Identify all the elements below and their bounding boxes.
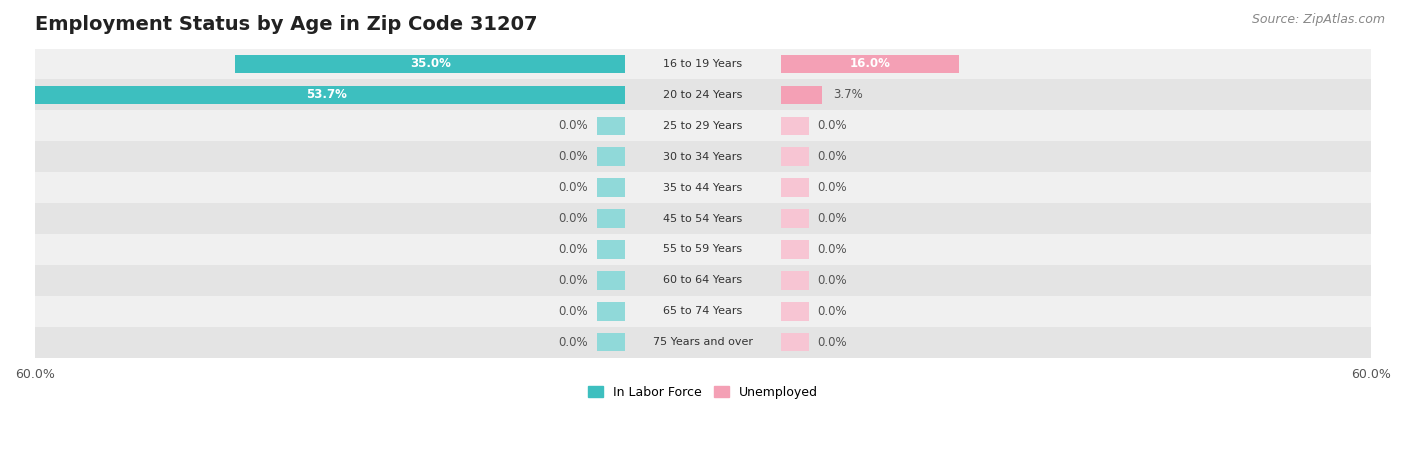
Bar xyxy=(780,148,808,166)
Bar xyxy=(235,55,626,73)
Text: 3.7%: 3.7% xyxy=(834,88,863,101)
Bar xyxy=(780,117,808,135)
Text: 16.0%: 16.0% xyxy=(849,58,890,71)
Text: 45 to 54 Years: 45 to 54 Years xyxy=(664,214,742,224)
Bar xyxy=(35,49,1371,80)
Text: 16 to 19 Years: 16 to 19 Years xyxy=(664,59,742,69)
Legend: In Labor Force, Unemployed: In Labor Force, Unemployed xyxy=(583,381,823,404)
Text: 55 to 59 Years: 55 to 59 Years xyxy=(664,244,742,254)
Bar xyxy=(780,302,808,320)
Text: 0.0%: 0.0% xyxy=(818,305,848,318)
Text: 0.0%: 0.0% xyxy=(818,336,848,349)
Bar xyxy=(27,86,626,104)
Text: 0.0%: 0.0% xyxy=(558,274,588,287)
Bar xyxy=(35,234,1371,265)
Bar xyxy=(598,271,626,290)
Text: 75 Years and over: 75 Years and over xyxy=(652,337,754,347)
Text: 0.0%: 0.0% xyxy=(818,119,848,132)
Text: 0.0%: 0.0% xyxy=(818,150,848,163)
Text: 0.0%: 0.0% xyxy=(558,150,588,163)
Bar xyxy=(598,209,626,228)
Bar xyxy=(35,296,1371,327)
Bar xyxy=(35,327,1371,358)
Bar xyxy=(35,265,1371,296)
Bar xyxy=(598,240,626,259)
Text: Employment Status by Age in Zip Code 31207: Employment Status by Age in Zip Code 312… xyxy=(35,15,537,34)
Text: 0.0%: 0.0% xyxy=(558,119,588,132)
Text: 53.7%: 53.7% xyxy=(305,88,346,101)
Bar xyxy=(598,148,626,166)
Bar xyxy=(598,333,626,351)
Bar xyxy=(598,178,626,197)
Bar xyxy=(780,86,823,104)
Text: 0.0%: 0.0% xyxy=(818,212,848,225)
Bar xyxy=(780,178,808,197)
Text: 0.0%: 0.0% xyxy=(558,336,588,349)
Text: 60 to 64 Years: 60 to 64 Years xyxy=(664,275,742,285)
Bar xyxy=(598,117,626,135)
Bar xyxy=(35,141,1371,172)
Text: 0.0%: 0.0% xyxy=(818,181,848,194)
Text: 30 to 34 Years: 30 to 34 Years xyxy=(664,152,742,162)
Text: 0.0%: 0.0% xyxy=(558,243,588,256)
Bar xyxy=(35,110,1371,141)
Bar xyxy=(35,172,1371,203)
Text: 0.0%: 0.0% xyxy=(558,212,588,225)
Text: Source: ZipAtlas.com: Source: ZipAtlas.com xyxy=(1251,14,1385,27)
Bar xyxy=(780,55,959,73)
Bar xyxy=(780,209,808,228)
Text: 0.0%: 0.0% xyxy=(558,305,588,318)
Text: 0.0%: 0.0% xyxy=(818,243,848,256)
Text: 0.0%: 0.0% xyxy=(558,181,588,194)
Text: 0.0%: 0.0% xyxy=(818,274,848,287)
Bar xyxy=(598,302,626,320)
Bar xyxy=(780,240,808,259)
Bar xyxy=(35,80,1371,110)
Bar xyxy=(780,271,808,290)
Text: 35 to 44 Years: 35 to 44 Years xyxy=(664,183,742,193)
Text: 65 to 74 Years: 65 to 74 Years xyxy=(664,306,742,316)
Bar xyxy=(780,333,808,351)
Text: 20 to 24 Years: 20 to 24 Years xyxy=(664,90,742,100)
Bar xyxy=(35,203,1371,234)
Text: 25 to 29 Years: 25 to 29 Years xyxy=(664,121,742,131)
Text: 35.0%: 35.0% xyxy=(409,58,451,71)
